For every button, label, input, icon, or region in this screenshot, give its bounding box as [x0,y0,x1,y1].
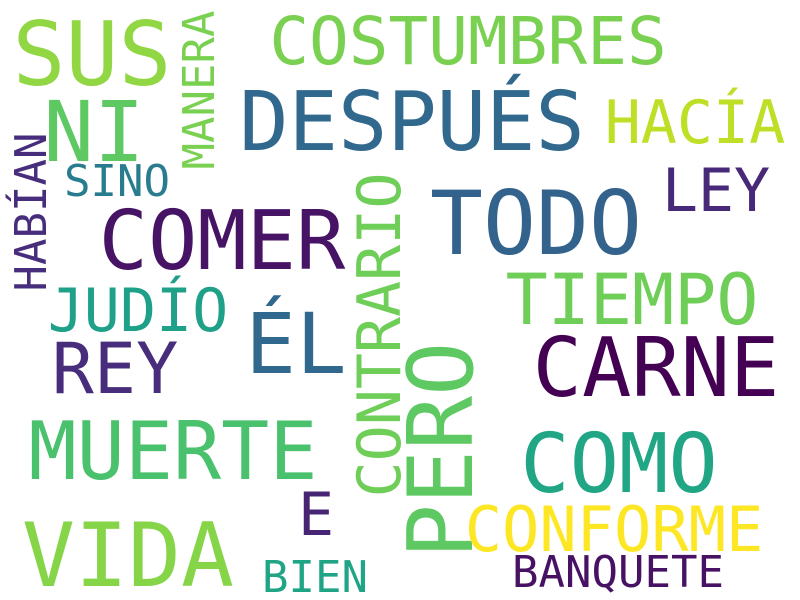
word-el: ÉL [245,295,347,393]
word-ni: NI [43,83,145,181]
word-habian: HABÍAN [6,132,57,292]
word-ley: LEY [661,156,771,226]
word-carne: CARNE [532,321,780,416]
word-vida: VIDA [22,504,234,600]
word-tiempo: TIEMPO [505,259,759,341]
word-conforme: CONFORME [464,493,764,566]
word-sino: SINO [64,156,170,207]
word-hacia: HACÍA [604,88,786,158]
word-manera: MANERA [174,10,225,170]
word-e: E [297,480,335,550]
word-muerte: MUERTE [28,405,318,498]
word-todo: TODO [430,172,642,275]
word-despues: DESPUÉS [239,75,585,170]
word-banquete: BANQUETE [512,547,724,598]
word-bien: BIEN [262,552,368,600]
word-judio: JUDÍO [47,276,229,346]
word-costumbres: COSTUMBRES [269,3,667,80]
word-rey: REY [51,328,179,410]
word-sus: SUS [12,3,172,106]
word-comer: COMER [98,194,346,289]
word-como: COMO [520,417,718,512]
